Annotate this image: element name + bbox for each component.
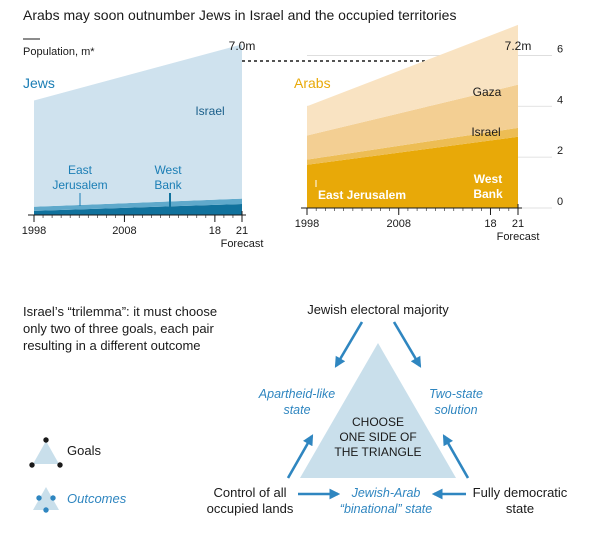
trilemma-center-line-3: THE TRIANGLE	[334, 445, 421, 459]
jews-label-west-bank-2: Bank	[154, 178, 182, 192]
arabs-y-tick-label: 0	[557, 196, 563, 208]
arabs-x-tick-label: 21	[512, 218, 524, 230]
trilemma-center-line-2: ONE SIDE OF	[339, 430, 416, 444]
jews-x-tick-label: 2008	[112, 225, 136, 237]
jews-area-east-jerusalem	[34, 198, 242, 211]
jews-label-east-jerusalem-1: East	[68, 163, 93, 177]
arabs-heading: Arabs	[294, 75, 331, 91]
jews-heading: Jews	[23, 75, 55, 91]
jews-area-west-bank	[34, 204, 242, 215]
arabs-label-west-bank-1: West	[474, 172, 502, 186]
arrow-top-to-left	[334, 321, 364, 368]
arabs-area-west-bank	[307, 136, 518, 208]
arabs-area-east-jerusalem	[307, 127, 518, 165]
arabs-x-tick-label: 1998	[295, 218, 319, 230]
arabs-label-west-bank-2: Bank	[473, 187, 503, 201]
jews-label-east-jerusalem-2: Jerusalem	[52, 178, 107, 192]
goal-right-line-2: state	[506, 501, 534, 516]
arabs-label-israel: Israel	[471, 125, 500, 139]
unit-label: Population, m*	[23, 46, 95, 58]
arrow-right-to-top	[442, 434, 470, 479]
outcome-right-line-1: Two-state	[429, 387, 483, 401]
arabs-x-tick-label: 2008	[386, 218, 410, 230]
legend-goals: Goals	[29, 437, 101, 468]
legend-goals-label: Goals	[67, 443, 101, 458]
jews-area-israel	[34, 44, 242, 207]
arabs-series-areas	[307, 24, 518, 208]
legend-outcomes-dot-bottom	[43, 507, 49, 513]
trilemma-triangle	[300, 343, 456, 478]
chart-title: Arabs may soon outnumber Jews in Israel …	[23, 7, 456, 23]
arabs-y-axis: 0 2 4 6	[557, 43, 563, 208]
jews-forecast-label: Forecast	[221, 238, 264, 250]
jews-end-value-label: 7.0m	[229, 39, 256, 53]
arabs-x-tick-label: 18	[484, 218, 496, 230]
trilemma-intro-line-3: resulting in a different outcome	[23, 338, 201, 353]
arabs-y-tick-label: 2	[557, 145, 563, 157]
trilemma-center-line-1: CHOOSE	[352, 415, 404, 429]
jews-label-israel: Israel	[195, 104, 224, 118]
legend-outcomes-label: Outcomes	[67, 491, 127, 506]
outcome-left-line-1: Apartheid-like	[258, 387, 335, 401]
arabs-label-gaza: Gaza	[473, 85, 502, 99]
outcome-left-line-2: state	[283, 403, 310, 417]
arrow-top-to-right	[392, 321, 422, 368]
outcome-right-line-2: solution	[434, 403, 477, 417]
legend-goals-dot-right	[57, 462, 63, 468]
goal-top: Jewish electoral majority	[307, 302, 449, 317]
arabs-y-tick-label: 6	[557, 43, 563, 55]
jews-x-tick-label: 21	[236, 225, 248, 237]
legend-goals-dot-left	[29, 462, 35, 468]
arabs-area-gaza	[307, 24, 518, 136]
trilemma-intro-line-1: Israel’s “trilemma”: it must choose	[23, 304, 217, 319]
jews-x-tick-label: 1998	[22, 225, 46, 237]
trilemma-intro-line-2: only two of three goals, each pair	[23, 321, 214, 336]
legend-outcomes-dot-left	[36, 495, 42, 501]
legend-goals-dot-top	[43, 437, 49, 443]
jews-series-areas	[34, 44, 242, 215]
arabs-label-east-jerusalem: East Jerusalem	[318, 188, 406, 202]
jews-x-tick-label: 18	[209, 225, 221, 237]
outcome-bottom-line-1: Jewish-Arab	[351, 486, 421, 500]
goal-left-line-2: occupied lands	[207, 501, 294, 516]
arabs-area-israel	[307, 84, 518, 160]
arabs-y-tick-label: 4	[557, 94, 563, 106]
legend-outcomes-dot-right	[50, 495, 56, 501]
arabs-forecast-label: Forecast	[497, 231, 540, 243]
goal-left-line-1: Control of all	[214, 485, 287, 500]
goal-right-line-1: Fully democratic	[473, 485, 568, 500]
arrow-left-to-top	[286, 434, 314, 479]
outcome-bottom-line-2: “binational” state	[340, 502, 432, 516]
jews-label-west-bank-1: West	[154, 163, 182, 177]
arabs-end-value-label: 7.2m	[505, 39, 532, 53]
legend-outcomes-triangle	[33, 487, 59, 510]
legend-outcomes: Outcomes	[33, 487, 127, 513]
legend-goals-triangle	[33, 441, 59, 464]
